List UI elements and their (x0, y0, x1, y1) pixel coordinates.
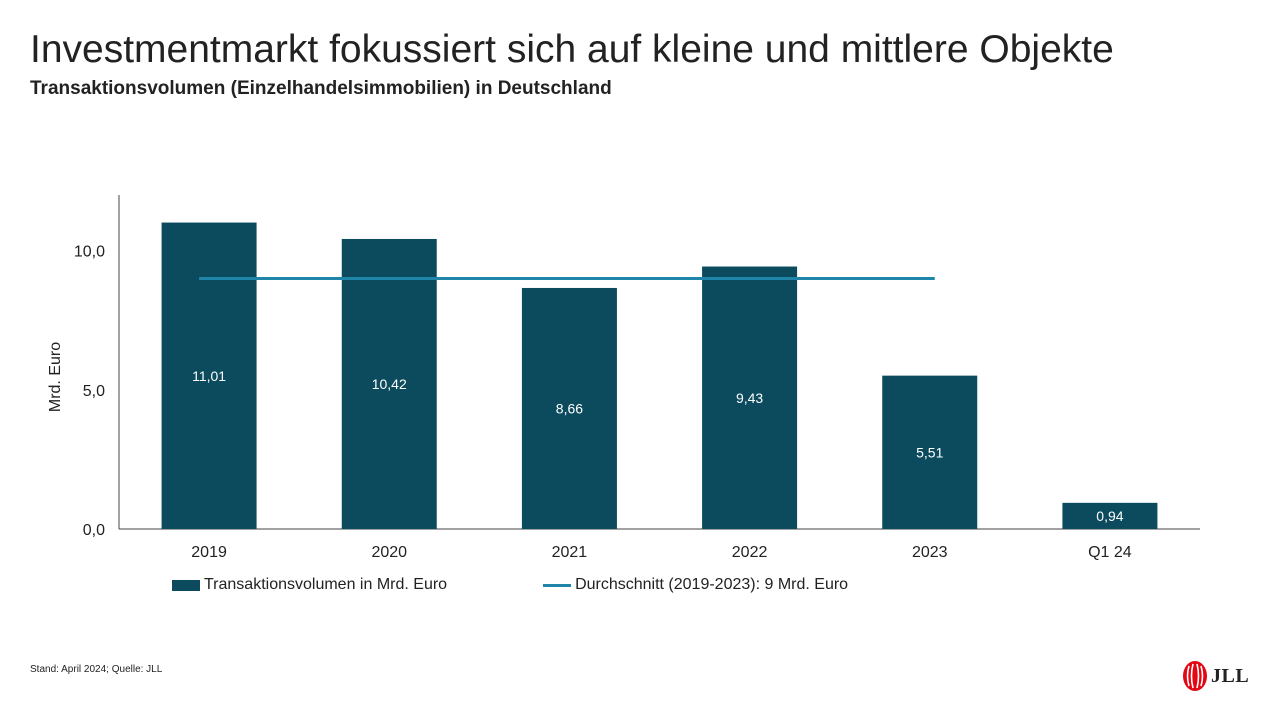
bar-value-label: 5,51 (916, 444, 943, 460)
jll-logo: JLL (1182, 660, 1249, 692)
bar-value-label: 8,66 (556, 400, 583, 416)
y-tick-label: 10,0 (74, 244, 105, 261)
x-tick-label: 2020 (371, 544, 407, 561)
legend-label-volume: Transaktionsvolumen in Mrd. Euro (204, 576, 448, 593)
chart-legend: Transaktionsvolumen in Mrd. Euro Durchsc… (172, 574, 944, 596)
bar-2020 (341, 238, 437, 529)
y-tick-label: 5,0 (83, 383, 105, 400)
x-tick-label: 2022 (732, 544, 768, 561)
logo-text: JLL (1211, 664, 1250, 687)
source-note: Stand: April 2024; Quelle: JLL (30, 664, 163, 675)
legend-item-average: Durchschnitt (2019-2023): 9 Mrd. Euro (543, 576, 848, 594)
bar-value-label: 11,01 (192, 368, 226, 384)
bar-2022 (702, 266, 798, 529)
bar-value-label: 0,94 (1096, 508, 1123, 524)
legend-item-volume: Transaktionsvolumen in Mrd. Euro (172, 576, 447, 594)
y-tick-label: 0,0 (83, 522, 105, 539)
bar-2021 (521, 287, 617, 529)
bar-value-label: 9,43 (736, 390, 763, 406)
x-tick-label: Q1 24 (1088, 544, 1132, 561)
bar-2023 (882, 375, 978, 529)
jll-flame-logo-icon (1183, 661, 1207, 691)
y-axis-title: Mrd. Euro (47, 342, 64, 412)
legend-swatch-bar (172, 579, 200, 591)
bar-value-label: 10,42 (372, 376, 407, 392)
bar-q1-24 (1062, 502, 1158, 529)
x-tick-label: 2023 (912, 544, 948, 561)
page-subtitle: Transaktionsvolumen (Einzelhandelsimmobi… (30, 78, 612, 99)
legend-swatch-line (543, 583, 572, 587)
x-tick-label: 2021 (552, 544, 588, 561)
legend-label-average: Durchschnitt (2019-2023): 9 Mrd. Euro (575, 576, 849, 593)
page-title: Investmentmarkt fokussiert sich auf klei… (30, 28, 1114, 71)
bar-2019 (161, 222, 257, 529)
x-tick-label: 2019 (191, 544, 227, 561)
